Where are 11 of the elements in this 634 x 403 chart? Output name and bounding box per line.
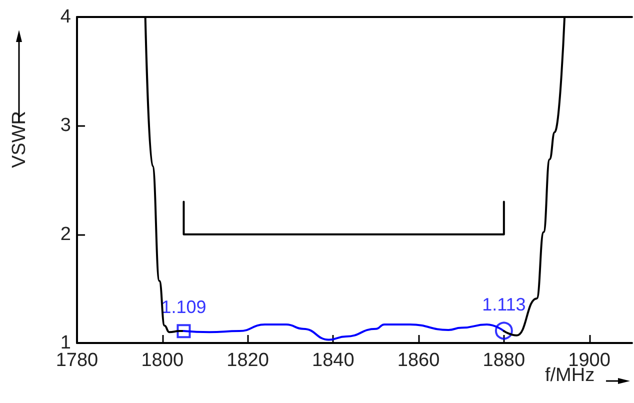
data-label: 1.113 [482, 294, 526, 315]
y-axis-title: VSWR [9, 111, 30, 168]
y-tick-label: 3 [60, 115, 71, 136]
data-label: 1.109 [161, 297, 206, 318]
x-tick-label: 1840 [312, 350, 354, 371]
x-tick-label: 1820 [226, 350, 269, 371]
x-tick-label: 1860 [397, 350, 440, 371]
y-tick-label: 4 [60, 6, 72, 28]
x-tick-label: 1800 [141, 350, 184, 371]
y-tick-label: 2 [60, 224, 71, 245]
x-tick-label: 1880 [482, 350, 526, 371]
